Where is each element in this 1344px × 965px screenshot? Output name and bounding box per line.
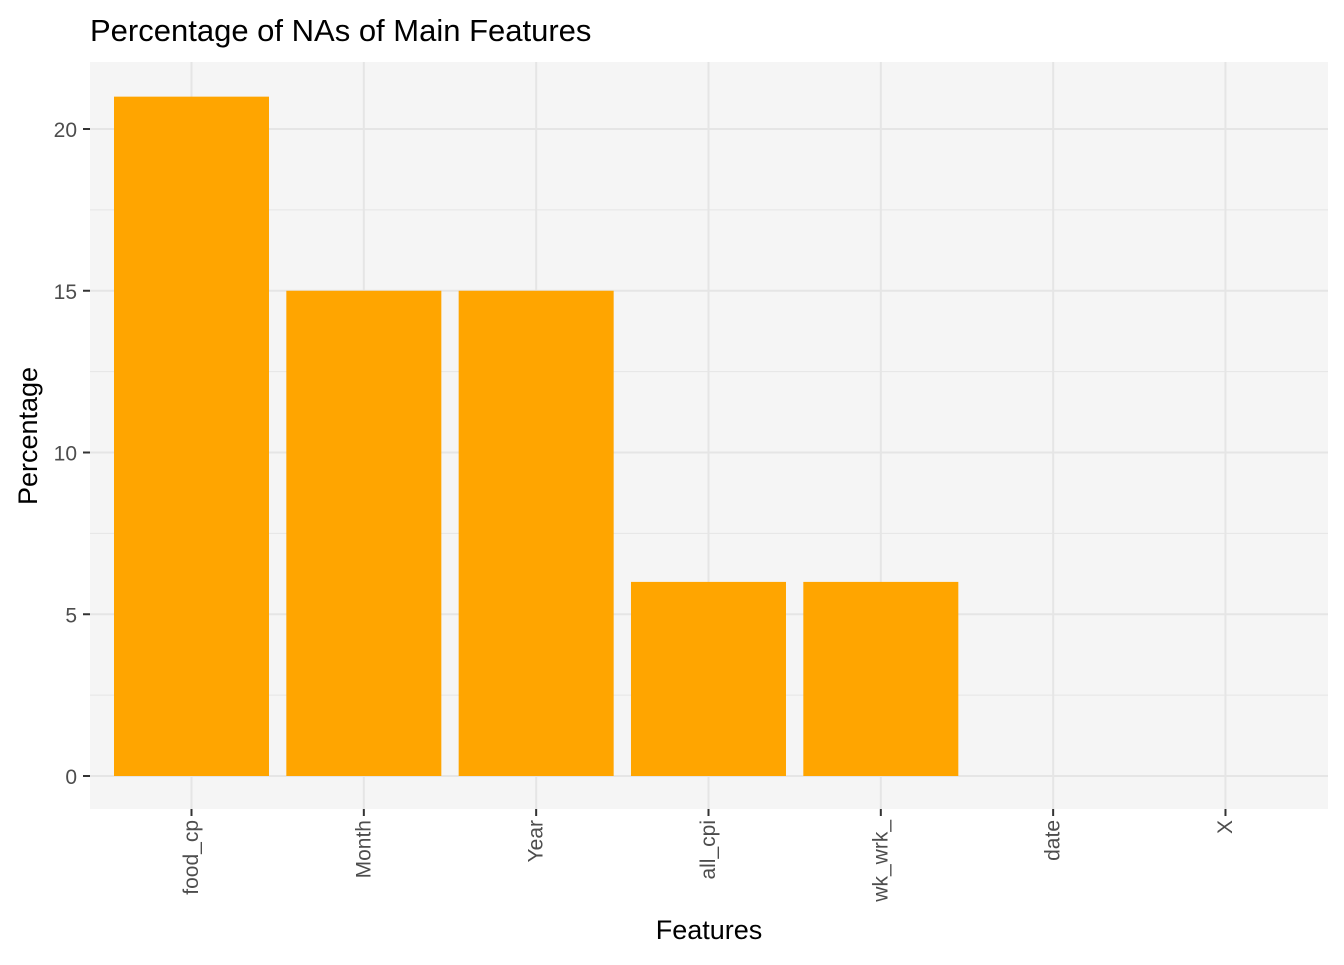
x-axis: food_cp Month Year all_cpi wk_wrk_ date X: [180, 809, 1237, 903]
x-tick-label: food_cp: [180, 820, 203, 895]
chart-title: Percentage of NAs of Main Features: [90, 13, 591, 48]
x-tick-label: Year: [525, 820, 548, 862]
bar-food_cp: [114, 96, 269, 776]
x-tick-label: all_cpi: [697, 820, 720, 880]
bar-wk_wrk_: [803, 581, 959, 776]
x-axis-title: Features: [656, 915, 763, 945]
y-tick-label: 20: [54, 119, 77, 142]
bars: [114, 96, 959, 776]
x-tick-label: wk_wrk_: [869, 820, 892, 903]
x-tick-label: X: [1214, 820, 1237, 834]
y-tick-label: 0: [65, 766, 77, 789]
y-tick-label: 10: [54, 443, 77, 466]
bar-Year: [458, 290, 614, 776]
x-tick-label: Month: [352, 820, 375, 878]
bar-Month: [286, 290, 442, 776]
y-tick-label: 5: [65, 604, 77, 627]
bar-all_cpi: [630, 581, 786, 776]
y-axis: 0 5 10 15 20: [54, 119, 90, 789]
x-tick-label: date: [1042, 820, 1065, 861]
y-axis-title: Percentage: [13, 367, 43, 505]
y-tick-label: 15: [54, 281, 77, 304]
